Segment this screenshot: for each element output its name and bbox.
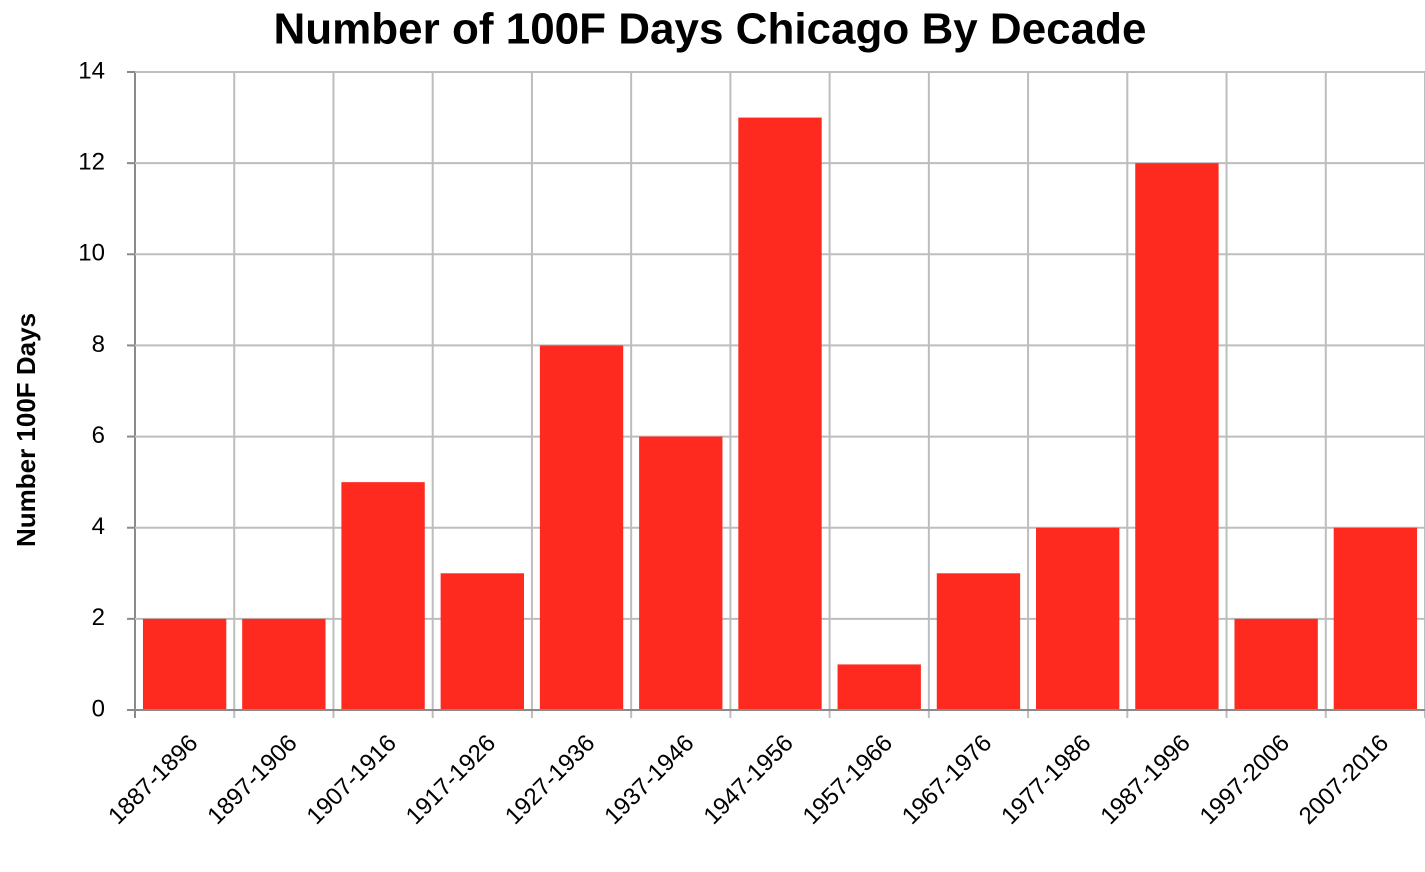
y-tick-label: 0 xyxy=(92,695,105,722)
bar xyxy=(936,573,1021,710)
y-tick-label: 14 xyxy=(78,57,105,84)
x-tick-label: 1977-1986 xyxy=(996,730,1096,830)
x-tick-label: 1957-1966 xyxy=(798,730,898,830)
x-tick-label: 1997-2006 xyxy=(1195,730,1295,830)
y-axis-label: Number 100F Days xyxy=(11,313,41,547)
bar xyxy=(1333,527,1418,710)
y-tick-label: 12 xyxy=(78,148,105,175)
y-tick-label: 8 xyxy=(92,331,105,358)
y-tick-label: 2 xyxy=(92,604,105,631)
x-tick-label: 1887-1896 xyxy=(103,730,203,830)
bar xyxy=(341,482,425,710)
x-tick-label: 1917-1926 xyxy=(401,730,501,830)
x-tick-label: 1987-1996 xyxy=(1095,730,1195,830)
bar xyxy=(440,573,524,710)
x-tick-label: 1947-1956 xyxy=(698,730,798,830)
bar xyxy=(142,618,227,710)
x-tick-label: 1967-1976 xyxy=(897,730,997,830)
x-tick-label: 1907-1916 xyxy=(302,730,402,830)
bar xyxy=(1135,163,1219,711)
bar xyxy=(1234,618,1318,710)
bar xyxy=(242,618,326,710)
bar xyxy=(1036,527,1120,710)
x-tick-label: 2007-2016 xyxy=(1294,730,1394,830)
x-tick-label: 1897-1906 xyxy=(202,730,302,830)
y-tick-label: 6 xyxy=(92,422,105,449)
x-tick-label: 1937-1946 xyxy=(599,730,699,830)
y-tick-label: 10 xyxy=(78,240,105,267)
x-tick-label: 1927-1936 xyxy=(500,730,600,830)
bar xyxy=(738,117,822,711)
bar xyxy=(539,345,624,710)
bar xyxy=(639,436,723,710)
bar xyxy=(837,664,921,710)
y-tick-label: 4 xyxy=(92,513,105,540)
chart-title: Number of 100F Days Chicago By Decade xyxy=(274,5,1147,54)
